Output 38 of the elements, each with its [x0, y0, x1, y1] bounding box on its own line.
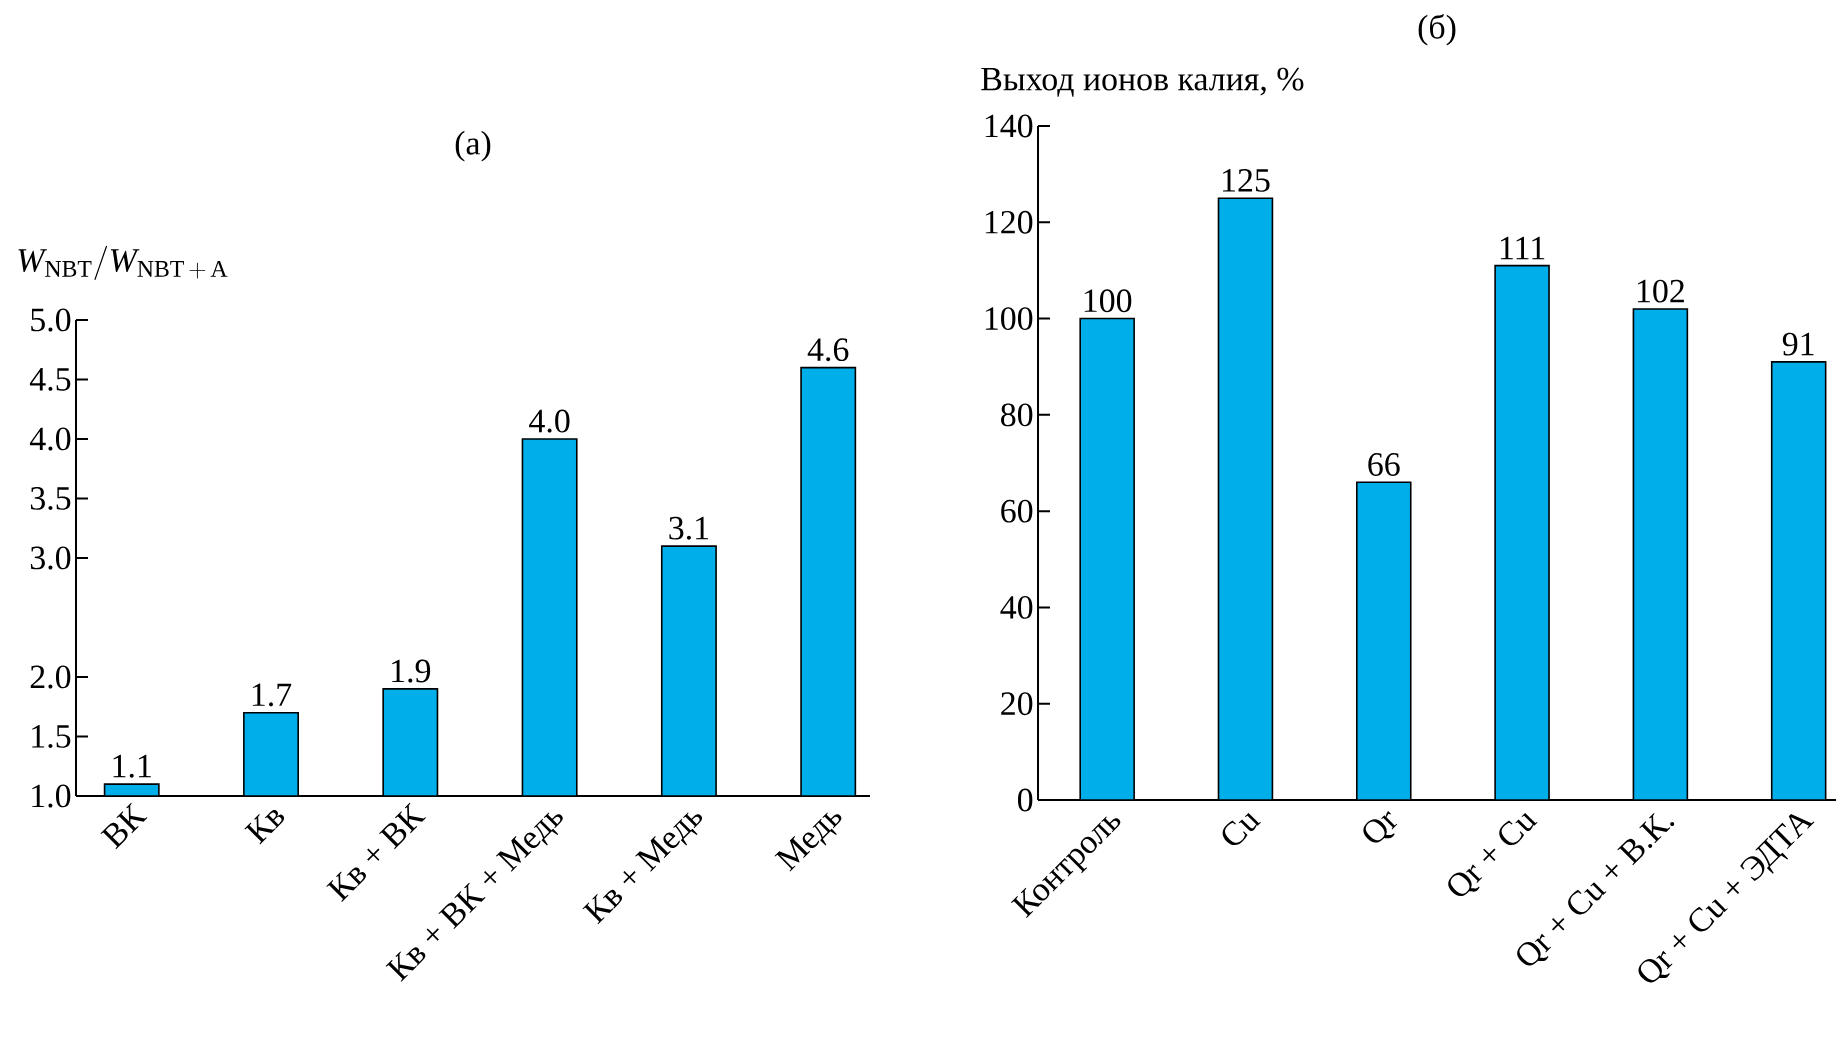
y-tick-label: 4.5 — [29, 368, 71, 391]
y-axis-title: Выход ионов калия, % — [981, 67, 1304, 97]
y-tick-label: 1.5 — [32, 725, 71, 748]
y-tick-label: 0 — [1017, 788, 1033, 812]
y-tick-label: 60 — [1001, 499, 1033, 523]
x-tick-label: Кв + ВК — [326, 802, 427, 902]
y-tick-label: 120 — [985, 210, 1033, 234]
x-tick-label: Cu — [1222, 812, 1261, 846]
y-tick-label: 4.0 — [29, 427, 71, 451]
data-label: 1.9 — [392, 659, 431, 683]
data-label: 91 — [1782, 332, 1814, 356]
data-label: 125 — [1223, 169, 1270, 192]
data-label: 1.7 — [252, 683, 292, 707]
y-tick-label: 5.0 — [31, 308, 71, 332]
data-label: 4.0 — [529, 409, 570, 433]
x-tick-label: Qr + Cu — [1448, 812, 1538, 897]
y-tick-label: 2.0 — [30, 665, 71, 689]
y-axis-title: $\mathit{W}_{\mathrm{NBT}}\mathrm{/}\mathit{W}_{\mathrm{NBT\,+\,A}}$ — [18, 245, 228, 281]
chart-title: (а) — [455, 130, 491, 162]
y-tick-label: 3.5 — [30, 487, 71, 510]
y-tick-label: 3.0 — [30, 546, 71, 570]
data-label: 66 — [1368, 453, 1400, 476]
data-label: 3.1 — [669, 516, 709, 540]
x-tick-label: ВК — [100, 802, 148, 850]
x-tick-label: Qr — [1363, 811, 1398, 843]
chart-title: (б) — [1418, 14, 1456, 46]
y-tick-label: 140 — [985, 114, 1033, 138]
y-tick-label: 20 — [1001, 692, 1033, 716]
x-tick-label: Кв — [244, 809, 285, 845]
data-label: 111 — [1500, 236, 1545, 260]
data-label: 102 — [1637, 279, 1684, 303]
y-tick-label: 100 — [985, 307, 1033, 331]
data-label: 100 — [1084, 289, 1132, 313]
data-label: 4.6 — [807, 338, 849, 362]
data-label: 1.1 — [113, 754, 151, 778]
y-tick-label: 80 — [1001, 403, 1033, 427]
y-tick-label: 1.0 — [32, 784, 71, 808]
y-tick-label: 40 — [1000, 595, 1033, 619]
